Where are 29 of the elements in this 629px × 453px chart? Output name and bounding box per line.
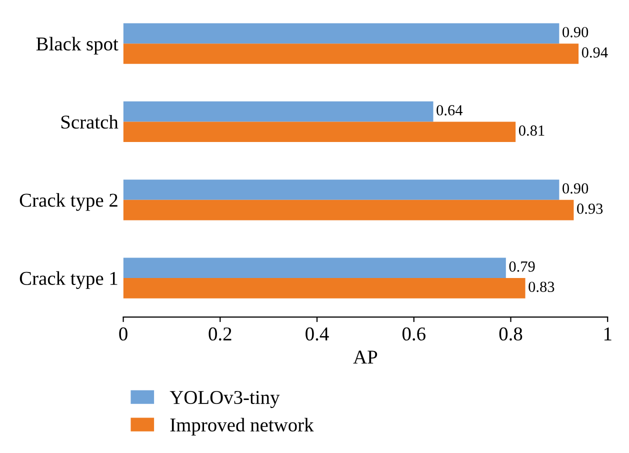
x-tick-label: 0.2 — [208, 327, 232, 341]
bar — [123, 23, 560, 44]
x-tick-label: 0.4 — [306, 327, 329, 341]
bar — [123, 200, 574, 220]
x-tick-label: 0.6 — [402, 327, 426, 341]
bar — [123, 180, 560, 200]
x-axis-title: AP — [353, 350, 378, 364]
text: 0.90 — [562, 26, 588, 38]
text: 0.81 — [518, 125, 544, 136]
text: 0.64 — [436, 105, 463, 116]
text: 0.83 — [528, 282, 554, 292]
bar — [123, 278, 526, 298]
y-tick-label: Crack type 1 — [20, 271, 118, 289]
x-tick-label: 1 — [604, 327, 612, 340]
x-tick-label: 0 — [119, 327, 128, 341]
legend-label: Improved network — [170, 418, 314, 436]
text: 0.94 — [582, 47, 608, 58]
bar — [123, 258, 506, 278]
bar — [123, 101, 434, 122]
bar — [123, 44, 579, 64]
text: 0.79 — [509, 261, 535, 272]
x-tick-label: 0.8 — [499, 327, 522, 341]
y-tick-label: Black spot — [36, 36, 118, 54]
y-tick-label: Crack type 2 — [20, 193, 118, 211]
bar — [123, 122, 516, 142]
text: 0.90 — [562, 183, 588, 194]
text: 0.93 — [577, 204, 603, 214]
legend-label: YOLOv3-tiny — [170, 390, 280, 408]
y-tick-label: Scratch — [61, 114, 118, 129]
